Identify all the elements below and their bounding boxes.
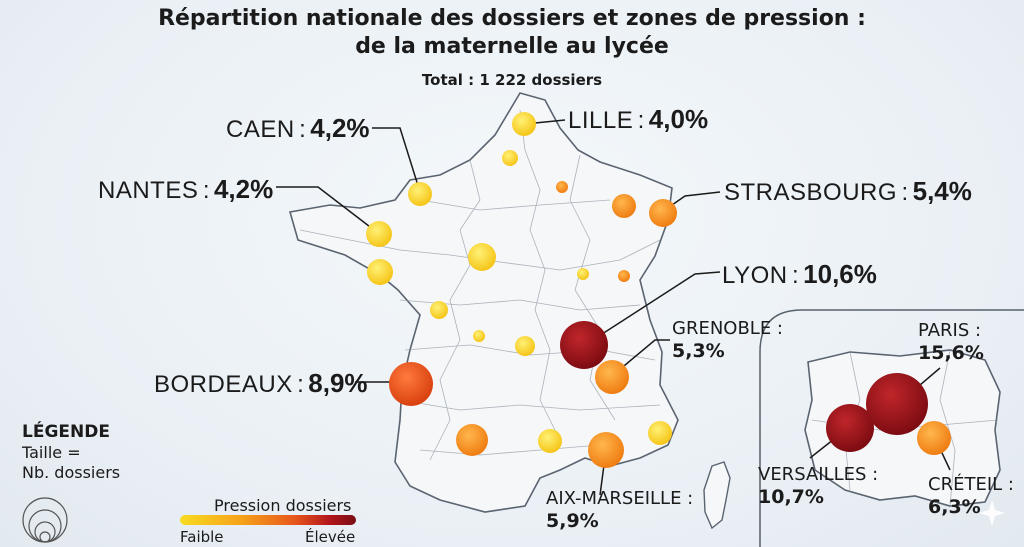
bubble-aix-marseille[interactable] (588, 432, 624, 468)
legend-size-line1: Taille = (22, 443, 81, 462)
label-caen-pct: 4,2% (310, 113, 370, 143)
bubble-paris[interactable] (866, 373, 928, 435)
pressure-gradient-bar (180, 515, 356, 525)
sparkle-icon (979, 500, 1005, 526)
label-strasbourg-city: STRASBOURG (724, 179, 898, 206)
label-grenoble-city: GRENOBLE : (672, 318, 783, 339)
label-nantes-city: NANTES (98, 177, 199, 204)
bubble-limoges[interactable] (473, 330, 485, 342)
label-versailles: VERSAILLES : 10,7% (758, 464, 878, 508)
label-versailles-city: VERSAILLES : (758, 464, 879, 485)
label-grenoble: GRENOBLE : 5,3% (672, 318, 783, 362)
label-nantes-pct: 4,2% (213, 174, 274, 204)
label-creteil: CRÉTEIL : 6,3% (928, 474, 1014, 518)
total-dossiers: Total : 1 222 dossiers (421, 71, 603, 89)
label-caen-sep: : (299, 116, 306, 143)
label-lille-city: LILLE (568, 107, 634, 134)
label-bordeaux-sep: : (297, 371, 304, 398)
bubble-besancon[interactable] (618, 270, 630, 282)
bubble-bordeaux[interactable] (389, 362, 433, 406)
label-creteil-city: CRÉTEIL : (928, 474, 1014, 495)
bubble-orleans[interactable] (468, 243, 496, 271)
bubble-creteil[interactable] (917, 421, 951, 455)
bubble-nice[interactable] (648, 421, 672, 445)
gradient-title: Pression dossiers (214, 496, 352, 515)
label-lyon: LYON : 10,6% (722, 259, 877, 290)
label-aix-city: AIX-MARSEILLE : (546, 488, 694, 509)
label-lyon-city: LYON (722, 262, 788, 289)
city-bubbles (366, 112, 677, 468)
legend-size: Taille = Nb. dossiers (22, 443, 120, 483)
label-lille-sep: : (637, 107, 645, 134)
label-paris: PARIS : 15,6% (918, 320, 984, 364)
bubble-lille[interactable] (512, 112, 536, 136)
bubble-dijon[interactable] (577, 268, 589, 280)
label-lyon-sep: : (792, 262, 799, 289)
bubble-nancy[interactable] (612, 194, 636, 218)
bubble-montpellier[interactable] (538, 429, 562, 453)
label-bordeaux-city: BORDEAUX (154, 371, 293, 398)
bubble-strasbourg[interactable] (649, 199, 677, 227)
gradient-low-label: Faible (180, 528, 224, 546)
corsica (703, 461, 731, 530)
label-versailles-pct: 10,7% (758, 486, 824, 508)
bubble-clermont[interactable] (515, 336, 535, 356)
inset-bubbles (826, 373, 951, 455)
legend-size-line2: Nb. dossiers (22, 463, 121, 482)
label-grenoble-pct: 5,3% (672, 340, 725, 362)
label-nantes: NANTES : 4,2% (98, 174, 273, 205)
label-aix-pct: 5,9% (546, 510, 599, 532)
bubble-poitiers[interactable] (430, 301, 448, 319)
title-line-1: Répartition nationale des dossiers et zo… (158, 6, 866, 31)
bubble-grenoble[interactable] (595, 360, 629, 394)
label-strasbourg: STRASBOURG : 5,4% (724, 176, 972, 207)
label-strasbourg-pct: 5,4% (912, 176, 972, 206)
label-lille: LILLE : 4,0% (568, 104, 708, 135)
label-strasbourg-sep: : (901, 179, 909, 206)
label-nantes-sep: : (202, 177, 210, 204)
bubble-reims[interactable] (556, 181, 568, 193)
label-lille-pct: 4,0% (648, 104, 709, 134)
label-paris-city: PARIS : (918, 320, 982, 341)
legend-title: LÉGENDE (22, 422, 110, 442)
label-caen: CAEN : 4,2% (226, 113, 370, 144)
label-aix-marseille: AIX-MARSEILLE : 5,9% (546, 488, 693, 532)
gradient-high-label: Élevée (305, 528, 356, 546)
bubble-caen[interactable] (408, 182, 432, 206)
title-line-2: de la maternelle au lycée (355, 34, 669, 59)
bubble-amiens[interactable] (502, 150, 518, 166)
label-creteil-pct: 6,3% (928, 496, 981, 518)
paris-inset-frame (759, 309, 1024, 547)
bubble-versailles[interactable] (826, 404, 874, 452)
bubble-lyon[interactable] (560, 321, 608, 369)
bubble-nantes[interactable] (367, 259, 393, 285)
label-caen-city: CAEN (226, 116, 295, 143)
bubble-rennes[interactable] (366, 221, 392, 247)
label-bordeaux-pct: 8,9% (308, 368, 368, 398)
label-lyon-pct: 10,6% (803, 259, 877, 289)
label-paris-pct: 15,6% (918, 342, 984, 364)
bubble-toulouse[interactable] (456, 424, 488, 456)
label-bordeaux: BORDEAUX : 8,9% (154, 368, 368, 399)
legend-size-circles (22, 497, 68, 543)
